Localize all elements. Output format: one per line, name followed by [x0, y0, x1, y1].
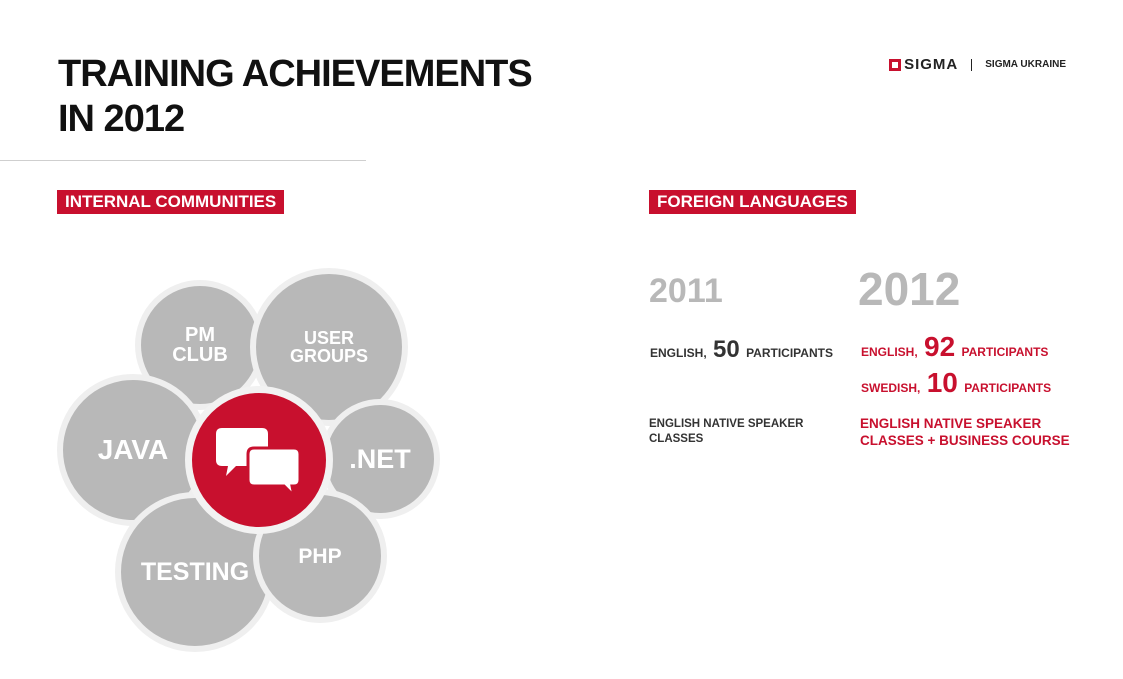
year-2011: 2011	[649, 272, 723, 310]
native-2011-line-2: CLASSES	[649, 433, 704, 445]
swedish-2012-count: 10	[926, 367, 958, 398]
english-2012-suffix: PARTICIPANTS	[961, 345, 1049, 359]
native-2012-line-2: CLASSES + BUSINESS COURSE	[860, 433, 1070, 448]
foreign-languages-heading: FOREIGN LANGUAGES	[649, 190, 856, 214]
english-2011-prefix: ENGLISH,	[650, 346, 707, 360]
page-title-line-1: TRAINING ACHIEVEMENTS	[58, 53, 533, 95]
sigma-logo-icon	[889, 58, 902, 71]
php-label: PHP	[298, 544, 342, 568]
native-speaker-2011: ENGLISH NATIVE SPEAKER CLASSES	[649, 417, 803, 447]
user-groups-label-line-2: GROUPS	[289, 346, 368, 366]
testing-label: TESTING	[140, 557, 250, 586]
title-divider	[0, 160, 366, 161]
swedish-2012-prefix: SWEDISH,	[861, 381, 921, 395]
english-2012-prefix: ENGLISH,	[861, 345, 918, 359]
brand-separator	[971, 58, 973, 71]
sigma-logo: SIGMA	[889, 56, 958, 73]
dotnet-bubble: .NET	[320, 399, 440, 519]
year-2012: 2012	[858, 263, 961, 315]
native-2011-line-1: ENGLISH NATIVE SPEAKER	[649, 418, 804, 430]
pm-club-label-line-2: CLUB	[172, 344, 228, 366]
english-2012-count: 92	[924, 331, 956, 362]
pm-club-label-line-1: PM	[184, 324, 215, 346]
native-speaker-2012: ENGLISH NATIVE SPEAKER CLASSES + BUSINES…	[860, 415, 1070, 449]
internal-communities-heading: INTERNAL COMMUNITIES	[57, 190, 285, 214]
swedish-2012-suffix: PARTICIPANTS	[964, 381, 1052, 395]
english-2011-suffix: PARTICIPANTS	[746, 346, 833, 360]
page-title: TRAINING ACHIEVEMENTS IN 2012	[58, 52, 533, 142]
chat-bubbles-icon	[216, 428, 302, 494]
english-2011-stat: ENGLISH, 50 PARTICIPANTS	[650, 336, 833, 364]
swedish-2012-stat: SWEDISH, 10 PARTICIPANTS	[861, 367, 1051, 399]
page-title-line-2: IN 2012	[58, 98, 185, 140]
java-label: JAVA	[97, 434, 169, 465]
brand-division: SIGMA UKRAINE	[985, 59, 1066, 70]
english-2011-count: 50	[713, 336, 740, 363]
brand-name: SIGMA	[904, 56, 959, 73]
brand-header: SIGMA SIGMA UKRAINE	[889, 56, 1066, 73]
dotnet-label: .NET	[349, 443, 411, 474]
user-groups-label-line-1: USER	[303, 328, 354, 348]
english-2012-stat: ENGLISH, 92 PARTICIPANTS	[861, 331, 1048, 363]
center-bubble	[185, 386, 333, 534]
native-2012-line-1: ENGLISH NATIVE SPEAKER	[860, 416, 1042, 431]
